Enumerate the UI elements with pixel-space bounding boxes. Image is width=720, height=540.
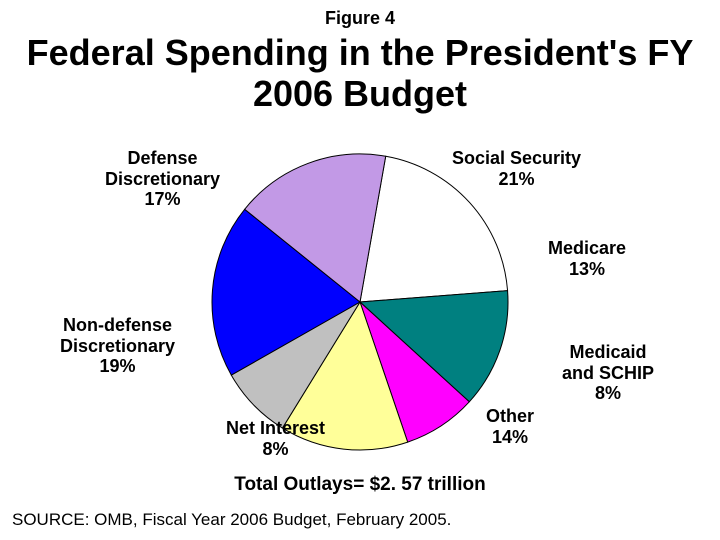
chart-page: Figure 4 Federal Spending in the Preside… xyxy=(0,0,720,540)
slice-label-net-interest: Net Interest 8% xyxy=(226,418,325,459)
slice-label-medicare: Medicare 13% xyxy=(548,238,626,279)
slice-label-social-security: Social Security 21% xyxy=(452,148,581,189)
chart-title: Federal Spending in the President's FY 2… xyxy=(0,32,720,115)
source-line: SOURCE: OMB, Fiscal Year 2006 Budget, Fe… xyxy=(12,510,451,530)
figure-number: Figure 4 xyxy=(0,8,720,29)
slice-label-other: Other 14% xyxy=(486,406,534,447)
slice-label-medicaid: Medicaid and SCHIP 8% xyxy=(562,342,654,404)
pie-chart xyxy=(210,152,510,452)
slice-label-nondefense: Non-defense Discretionary 19% xyxy=(60,315,175,377)
slice-label-defense: Defense Discretionary 17% xyxy=(105,148,220,210)
total-outlays-line: Total Outlays= $2. 57 trillion xyxy=(0,474,720,496)
